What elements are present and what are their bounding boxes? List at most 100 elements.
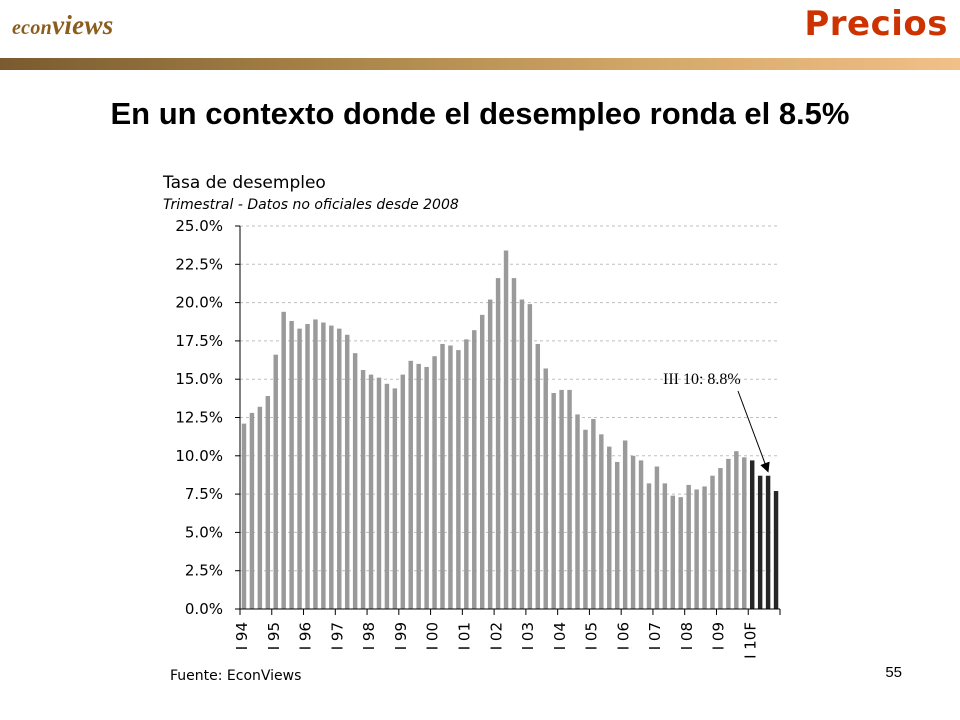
y-tick-label: 25.0% [175, 217, 223, 235]
bar [503, 250, 509, 609]
y-tick-label: 20.0% [175, 294, 223, 312]
x-tick-label: I 09 [710, 622, 728, 650]
bar [400, 374, 406, 609]
y-tick-label: 22.5% [175, 255, 223, 273]
bar [567, 389, 572, 609]
x-tick-label: I 95 [265, 622, 283, 650]
x-tick-label: I 02 [487, 622, 505, 650]
bar [384, 383, 390, 609]
x-tick-label: I 10F [741, 622, 759, 659]
bar [408, 360, 413, 609]
bar [448, 345, 453, 609]
logo-text-econ: econ [12, 17, 53, 39]
page-number: 55 [885, 664, 902, 681]
bar [551, 392, 556, 609]
bar [638, 460, 644, 609]
bar [305, 324, 310, 609]
bar [749, 460, 755, 609]
y-tick-label: 15.0% [175, 370, 223, 388]
bar [249, 412, 255, 609]
chart-subtitle: Trimestral - Datos no oficiales desde 20… [163, 197, 459, 213]
bar [472, 330, 477, 609]
y-tick-label: 10.0% [175, 447, 223, 465]
bar [694, 489, 699, 609]
x-tick-label: I 97 [328, 622, 346, 650]
bar [702, 486, 707, 609]
bar [646, 483, 652, 609]
header-divider [0, 58, 960, 70]
x-tick-label: I 07 [646, 622, 664, 650]
bar [535, 343, 541, 609]
bar [241, 423, 247, 609]
bar [487, 299, 493, 609]
bar [392, 388, 398, 609]
chart-gridlines [240, 225, 780, 572]
x-tick-label: I 05 [583, 622, 601, 650]
bar [273, 354, 278, 609]
y-tick-label: 7.5% [185, 485, 223, 503]
bar [416, 363, 421, 609]
bar [527, 304, 533, 609]
bar [479, 314, 485, 609]
x-tick-label: I 94 [233, 622, 251, 650]
bar [757, 475, 763, 609]
x-tick-label: I 99 [392, 622, 410, 650]
bar [456, 350, 461, 609]
x-tick-label: I 08 [678, 622, 696, 650]
bar [614, 461, 620, 609]
bar [765, 475, 771, 609]
x-tick-label: I 01 [456, 622, 474, 650]
bar [321, 322, 326, 609]
chart-title: Tasa de desempleo [162, 173, 326, 193]
bar [297, 328, 302, 609]
econviews-logo: econviews [12, 10, 114, 41]
y-tick-label: 0.0% [185, 600, 223, 618]
bar [662, 483, 668, 609]
bar [352, 353, 358, 609]
bar [742, 457, 747, 609]
bar [329, 325, 334, 609]
bar [257, 406, 263, 609]
chart-bars [241, 250, 779, 609]
bar [718, 468, 723, 609]
bar [360, 370, 366, 609]
bar [464, 339, 469, 609]
bar [654, 466, 660, 609]
bar [670, 495, 676, 609]
bar [519, 299, 525, 609]
bar [289, 320, 294, 609]
bar [368, 374, 374, 609]
logo-text-views: views [52, 10, 114, 40]
x-tick-label: I 03 [519, 622, 537, 650]
y-tick-label: 12.5% [175, 409, 223, 427]
chart-source: Fuente: EconViews [170, 668, 301, 684]
bar [376, 377, 382, 609]
bar [734, 451, 739, 609]
x-tick-label: I 04 [551, 622, 569, 650]
bar [622, 440, 628, 609]
bar [686, 484, 691, 609]
bar [337, 328, 342, 609]
bar [726, 458, 731, 609]
bar [583, 429, 588, 609]
x-tick-label: I 00 [424, 622, 442, 650]
bar [344, 334, 350, 609]
bar [630, 455, 636, 609]
bar [265, 396, 271, 609]
bar [313, 319, 318, 609]
bar [710, 475, 715, 609]
bar [432, 356, 437, 609]
y-tick-label: 17.5% [175, 332, 223, 350]
x-tick-label: I 96 [297, 622, 315, 650]
y-tick-label: 2.5% [185, 562, 223, 580]
bar [678, 497, 683, 609]
bar [511, 278, 517, 609]
bar [591, 419, 596, 609]
bar [495, 278, 501, 609]
bar [424, 366, 429, 609]
annotation-arrow [737, 390, 770, 473]
bar [281, 311, 286, 609]
section-title: Precios [804, 4, 948, 44]
slide-headline: En un contexto donde el desempleo ronda … [110, 96, 850, 131]
